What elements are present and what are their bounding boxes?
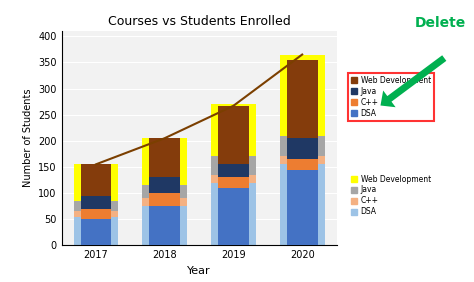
Bar: [218, 164, 249, 177]
Bar: [280, 136, 325, 157]
Bar: [287, 60, 318, 138]
Bar: [73, 217, 118, 245]
Bar: [149, 206, 180, 245]
Bar: [142, 138, 187, 185]
Bar: [218, 177, 249, 188]
Y-axis label: Number of Students: Number of Students: [23, 89, 33, 188]
Bar: [81, 164, 111, 196]
Bar: [280, 164, 325, 245]
Bar: [149, 138, 180, 177]
Bar: [149, 193, 180, 206]
Bar: [149, 177, 180, 193]
Bar: [81, 196, 111, 209]
Bar: [73, 201, 118, 212]
Bar: [142, 206, 187, 245]
Bar: [287, 169, 318, 245]
Text: Delete: Delete: [415, 16, 466, 30]
Bar: [211, 104, 256, 157]
Bar: [280, 54, 325, 136]
Bar: [211, 157, 256, 175]
Bar: [218, 106, 249, 164]
Title: Courses vs Students Enrolled: Courses vs Students Enrolled: [108, 16, 291, 28]
Bar: [280, 157, 325, 164]
Bar: [211, 183, 256, 245]
Bar: [218, 188, 249, 245]
Bar: [287, 138, 318, 159]
Bar: [73, 212, 118, 217]
Legend: Web Development, Java, C++, DSA: Web Development, Java, C++, DSA: [348, 73, 434, 121]
Bar: [287, 159, 318, 169]
Bar: [73, 164, 118, 201]
Bar: [142, 185, 187, 198]
Bar: [211, 175, 256, 183]
Bar: [142, 198, 187, 206]
X-axis label: Year: Year: [187, 266, 211, 276]
Bar: [81, 209, 111, 219]
Bar: [81, 219, 111, 245]
Legend: Web Development, Java, C++, DSA: Web Development, Java, C++, DSA: [348, 171, 434, 219]
